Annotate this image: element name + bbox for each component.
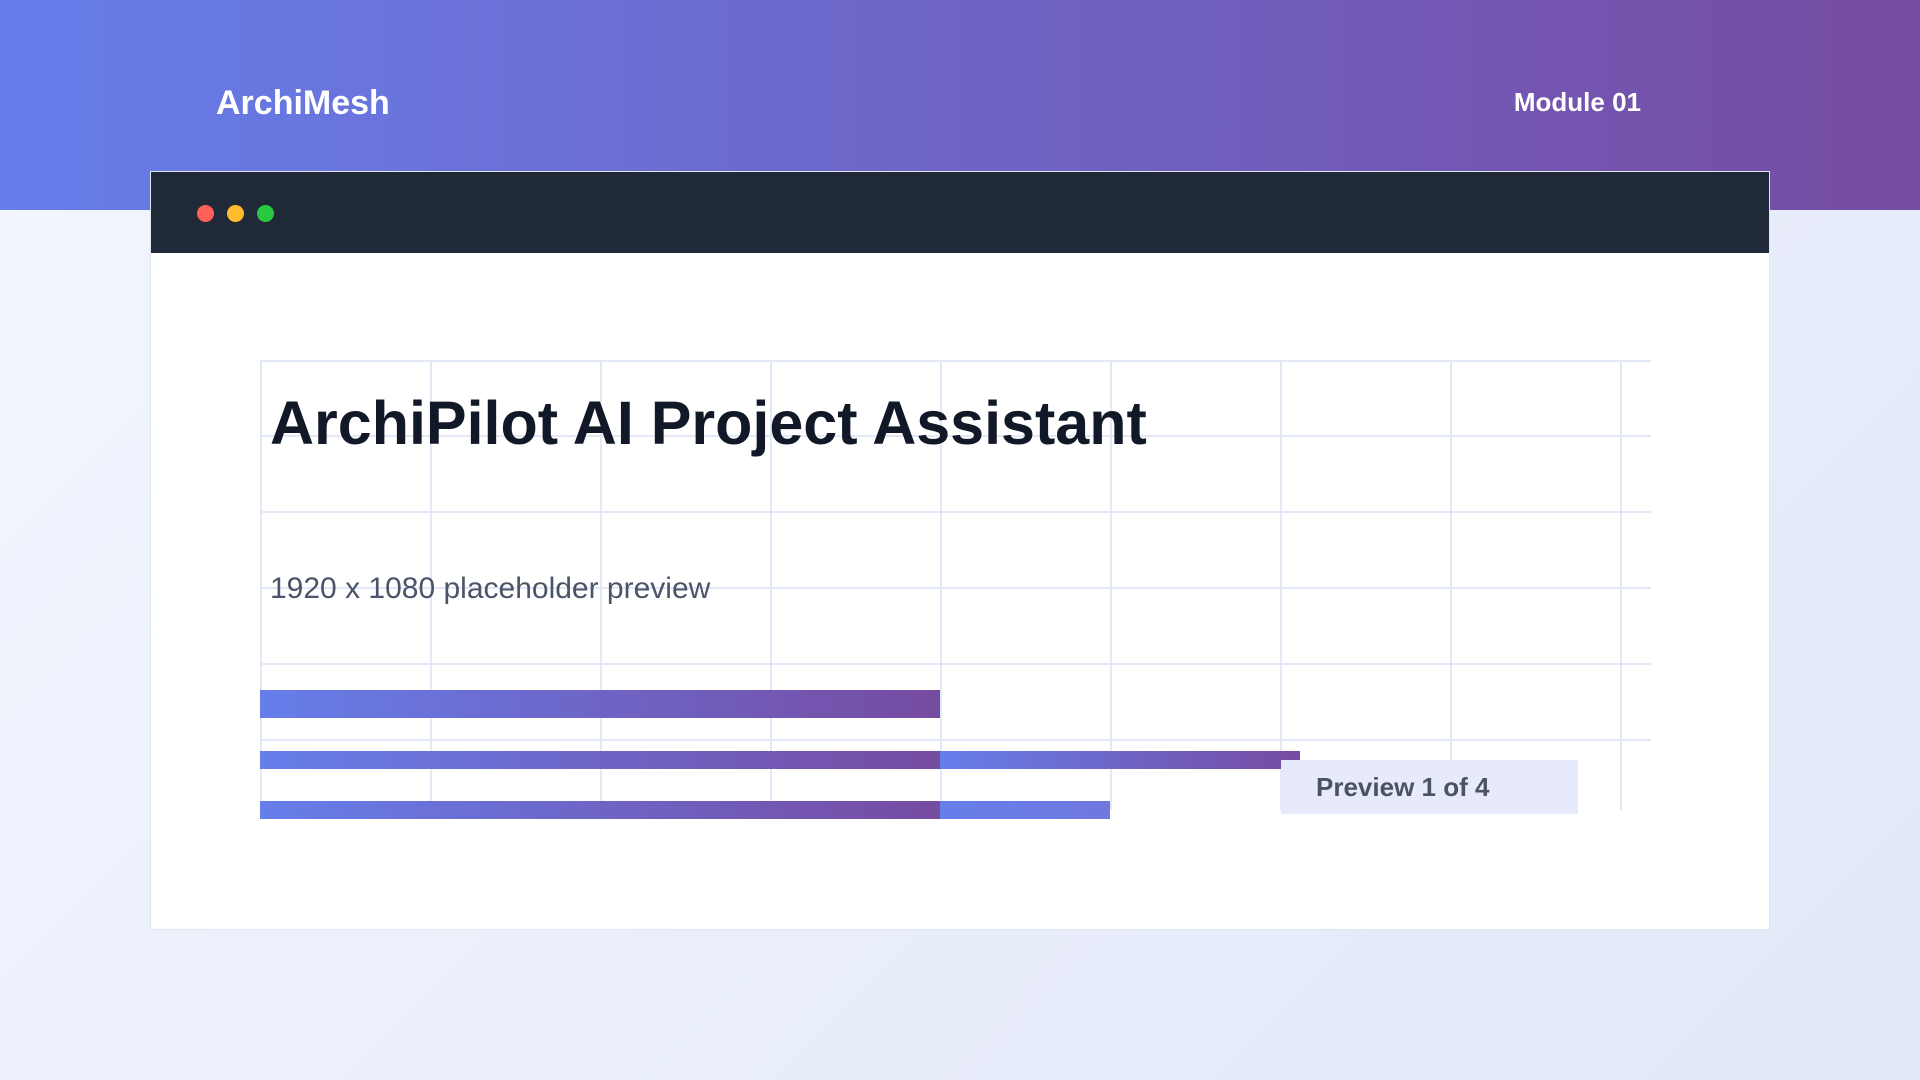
grid-line (1110, 360, 1112, 810)
page-subtitle: 1920 x 1080 placeholder preview (270, 572, 711, 605)
grid-line (260, 663, 1651, 665)
bar-segment (260, 801, 940, 819)
bar-segment-extension (940, 751, 1300, 769)
module-label: Module 01 (1513, 87, 1641, 117)
grid-line (1280, 360, 1282, 810)
grid-line (260, 739, 1651, 741)
brand-logo-text: ArchiMesh (216, 84, 390, 122)
preview-window: ArchiPilot AI Project Assistant 1920 x 1… (150, 171, 1770, 930)
grid-line (260, 435, 1651, 437)
window-close-button[interactable] (197, 205, 214, 222)
background-grid (260, 360, 1651, 810)
grid-line (600, 360, 602, 810)
window-maximize-button[interactable] (257, 205, 274, 222)
page-title: ArchiPilot AI Project Assistant (270, 389, 1147, 457)
bar-segment (260, 751, 940, 769)
grid-line (430, 360, 432, 810)
grid-line (1450, 360, 1452, 810)
grid-line (260, 511, 1651, 513)
bar-segment-extension (940, 801, 1110, 819)
grid-line (260, 587, 1651, 589)
grid-line (1620, 360, 1622, 810)
grid-line (940, 360, 942, 810)
grid-line (260, 360, 1651, 362)
window-title-bar (151, 172, 1769, 253)
grid-line (770, 360, 772, 810)
grid-line (260, 360, 262, 810)
preview-counter-badge: Preview 1 of 4 (1281, 760, 1578, 814)
window-minimize-button[interactable] (227, 205, 244, 222)
bar-segment (260, 690, 940, 718)
